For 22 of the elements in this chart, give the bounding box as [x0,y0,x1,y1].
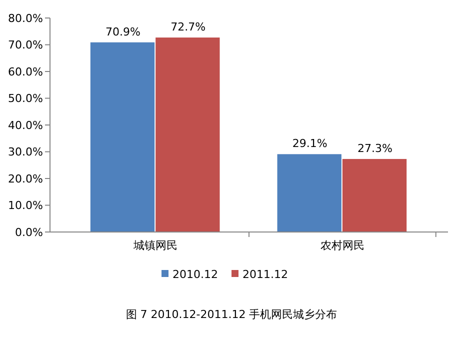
data-label: 72.7% [170,20,206,34]
y-tick-label: 70.0% [8,38,43,52]
x-tick-label: 农村网民 [320,239,364,252]
y-tick-label: 20.0% [8,172,43,186]
legend-label: 2011.12 [242,268,288,281]
y-tick-label: 60.0% [8,65,43,78]
bar [156,38,220,232]
data-label: 70.9% [106,25,140,38]
bar [277,154,342,232]
y-tick-label: 50.0% [8,92,43,106]
y-tick-label: 10.0% [8,199,43,212]
bar [90,42,155,232]
data-label: 27.3% [358,142,392,155]
text: 图 7 2010.12-2011.12 手机网民城乡分布 [126,308,338,321]
data-label: 29.1% [292,137,328,150]
bar [342,158,407,232]
y-tick-label: 40.0% [8,118,43,132]
x-tick-label: 城镇网民 [132,239,178,252]
y-tick-label: 80.0% [8,12,43,25]
legend-label: 2010.12 [172,268,218,281]
y-tick-label: 0.0% [15,226,43,239]
y-tick-label: 30.0% [8,146,43,159]
